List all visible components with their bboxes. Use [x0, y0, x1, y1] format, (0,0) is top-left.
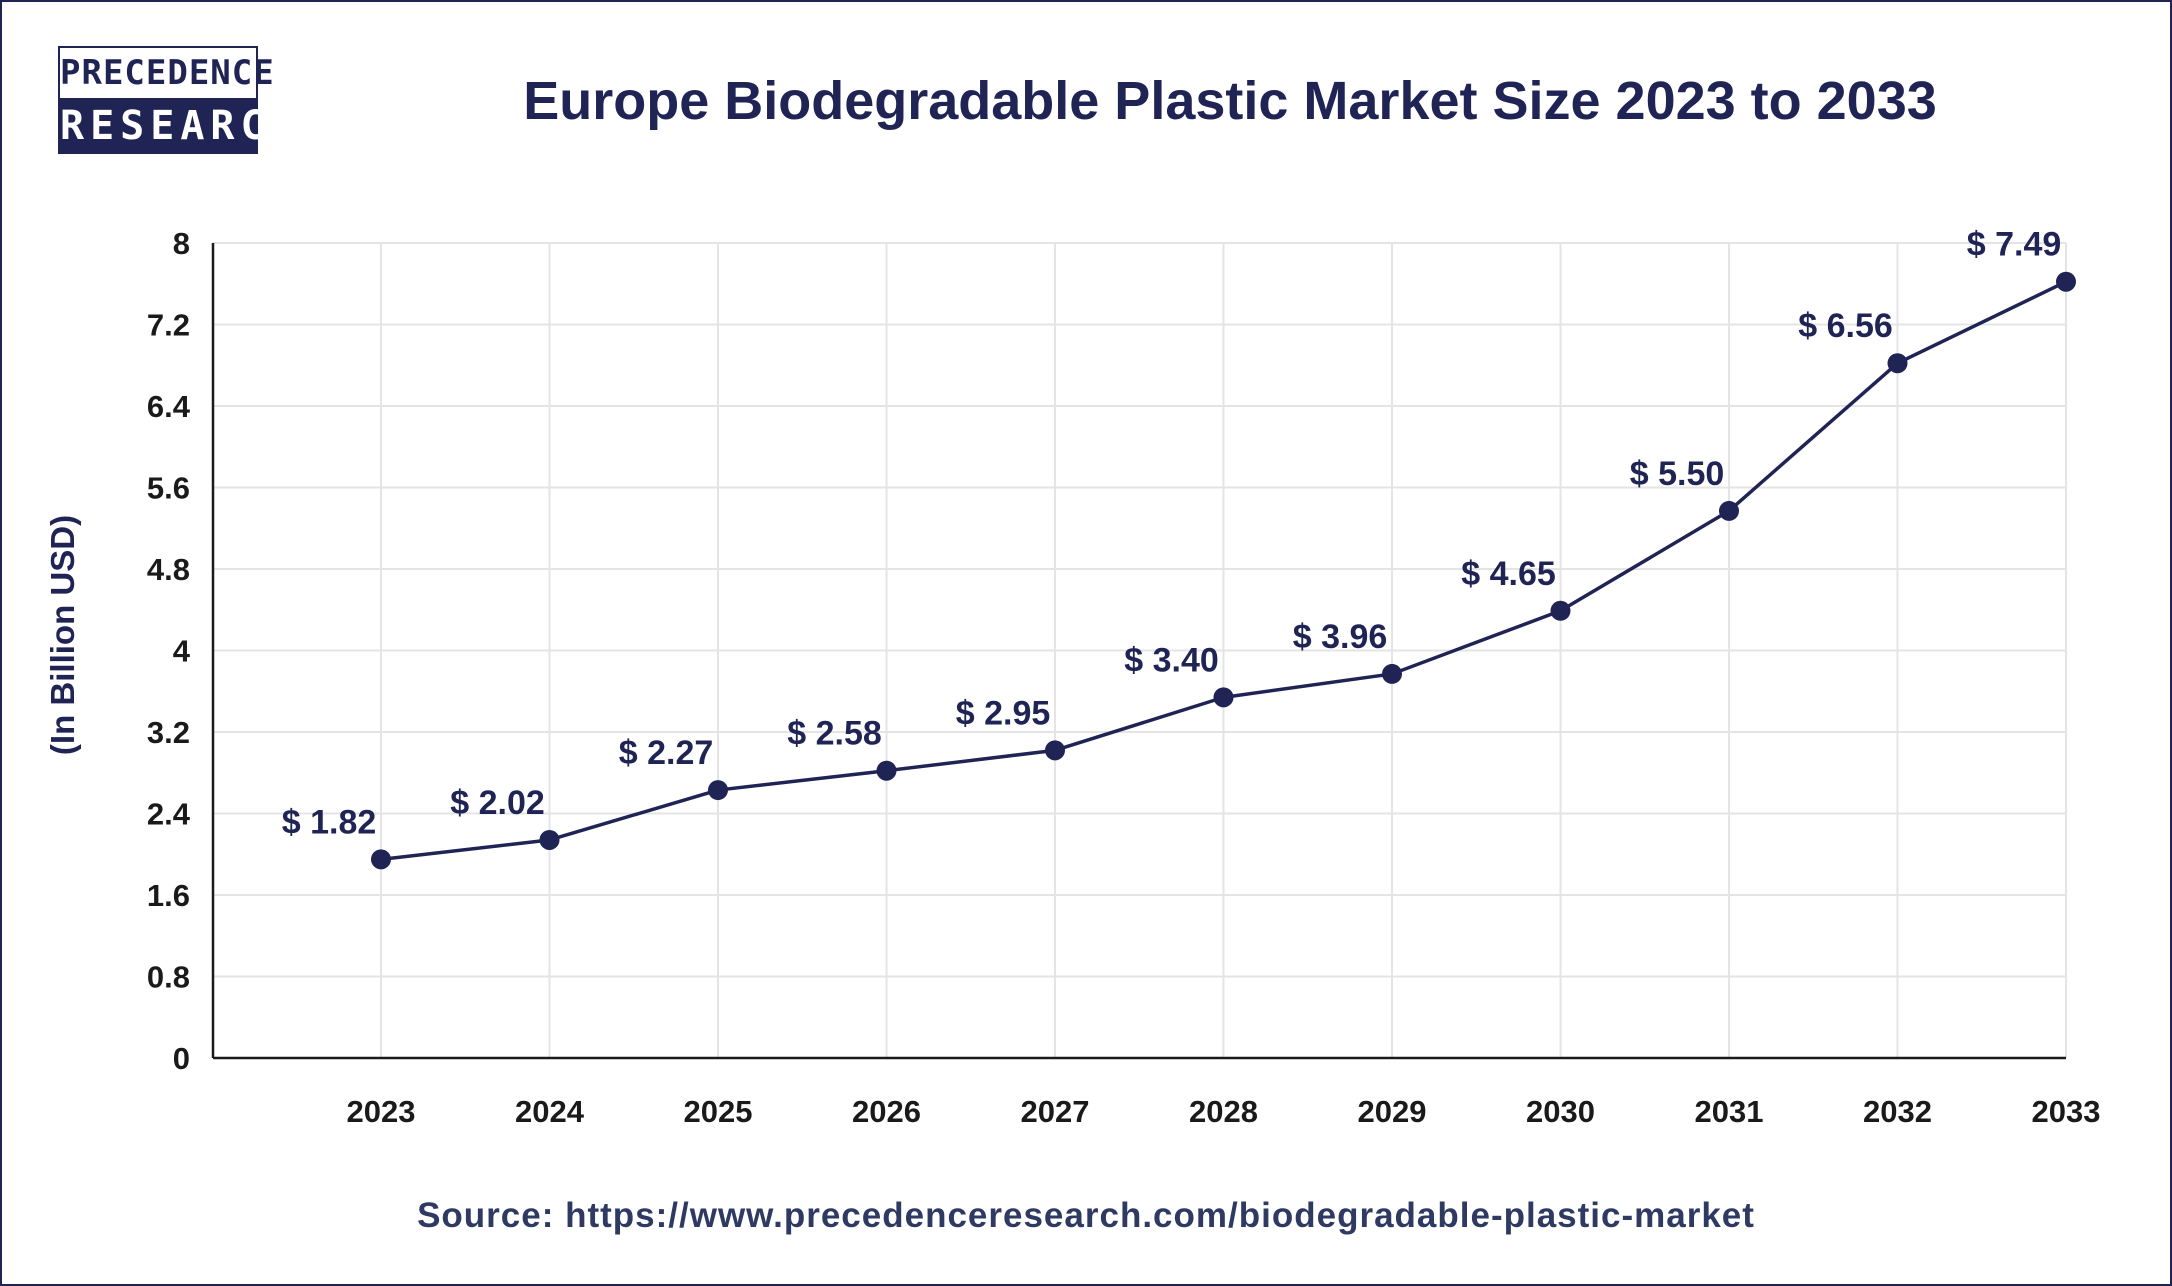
x-tick-label: 2024 — [515, 1094, 585, 1129]
x-tick-label: 2026 — [852, 1094, 921, 1129]
y-tick-label: 0.8 — [147, 960, 190, 995]
data-label-2032: $ 6.56 — [1798, 307, 1893, 345]
logo-line-1: PRECEDENCE — [60, 48, 274, 98]
y-tick-label: 5.6 — [147, 471, 190, 506]
x-tick-label: 2029 — [1358, 1094, 1427, 1129]
data-point-2028 — [1213, 687, 1234, 708]
data-label-2023: $ 1.82 — [282, 803, 377, 841]
x-tick-label: 2028 — [1189, 1094, 1258, 1129]
x-tick-label: 2033 — [2032, 1094, 2101, 1129]
precedence-research-logo: PRECEDENCE RESEARCH — [58, 46, 295, 154]
y-tick-label: 1.6 — [147, 878, 190, 913]
logo-line-2: RESEARCH — [60, 98, 295, 154]
y-tick-label: 6.4 — [147, 389, 191, 424]
data-point-2032 — [1887, 353, 1908, 374]
data-point-2031 — [1719, 500, 1739, 521]
y-tick-label: 4 — [173, 634, 191, 669]
y-tick-label: 8 — [173, 226, 190, 261]
data-label-2026: $ 2.58 — [787, 715, 882, 753]
y-tick-label: 2.4 — [147, 797, 191, 832]
x-tick-label: 2030 — [1526, 1094, 1595, 1129]
y-tick-label: 4.8 — [147, 552, 190, 587]
x-tick-label: 2027 — [1021, 1094, 1090, 1129]
data-point-2023 — [371, 849, 391, 870]
data-point-2033 — [2056, 271, 2076, 292]
x-tick-label: 2023 — [347, 1094, 416, 1129]
y-tick-label: 0 — [173, 1041, 190, 1076]
source-note: Source: https://www.precedenceresearch.c… — [417, 1196, 1755, 1235]
data-label-2029: $ 3.96 — [1293, 618, 1388, 656]
data-label-2030: $ 4.65 — [1461, 555, 1556, 593]
data-point-2026 — [876, 760, 897, 781]
data-label-2028: $ 3.40 — [1124, 641, 1219, 679]
data-point-2025 — [708, 780, 728, 801]
data-label-2031: $ 5.50 — [1630, 455, 1725, 493]
data-label-2025: $ 2.27 — [619, 734, 714, 772]
y-tick-label: 7.2 — [147, 308, 190, 343]
x-tick-label: 2032 — [1863, 1094, 1932, 1129]
data-point-2024 — [539, 829, 560, 850]
data-point-2030 — [1550, 600, 1571, 621]
x-tick-label: 2031 — [1695, 1094, 1764, 1129]
data-label-2024: $ 2.02 — [450, 784, 545, 822]
data-label-2027: $ 2.95 — [956, 694, 1051, 732]
x-tick-label: 2025 — [684, 1094, 753, 1129]
y-tick-label: 3.2 — [147, 715, 190, 750]
chart-title: Europe Biodegradable Plastic Market Size… — [523, 71, 1937, 131]
y-axis-title: (In Billion USD) — [44, 515, 81, 755]
data-label-2033: $ 7.49 — [1967, 226, 2062, 264]
data-point-2029 — [1382, 663, 1402, 684]
data-point-2027 — [1045, 740, 1065, 761]
